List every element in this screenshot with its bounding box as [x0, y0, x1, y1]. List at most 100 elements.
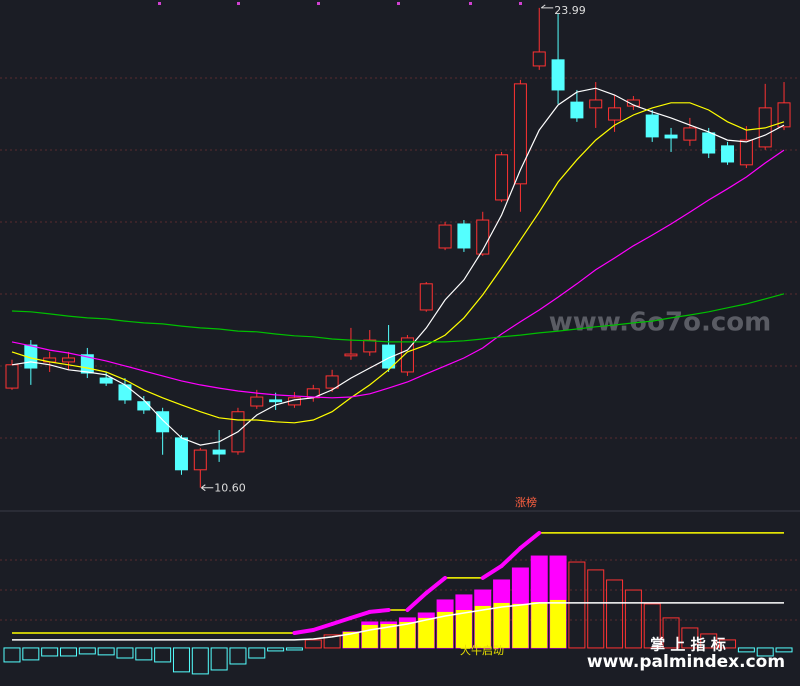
- indicator-bar: [41, 647, 59, 657]
- candle-body: [137, 401, 151, 411]
- indicator-bar: [568, 561, 586, 649]
- indicator-bar: [59, 647, 77, 657]
- candle-body: [570, 101, 584, 119]
- indicator-bar: [756, 647, 774, 657]
- candle-body: [495, 154, 509, 201]
- candle-body: [683, 127, 697, 141]
- indicator-bar: [135, 647, 153, 661]
- indicator-bar: [285, 647, 303, 651]
- indicator-title: 涨榜: [515, 495, 537, 509]
- indicator-inner-bar: [512, 603, 529, 648]
- arrow: [540, 4, 554, 9]
- candle-body: [400, 337, 414, 373]
- indicator-bar: [737, 647, 755, 653]
- indicator-bar: [154, 647, 172, 663]
- indicator-bar: [587, 569, 605, 649]
- indicator-rise: [424, 575, 448, 596]
- indicator-inner-bar: [455, 610, 472, 648]
- moving-average: [11, 293, 785, 343]
- indicator-bar: [3, 647, 21, 663]
- candle-body: [250, 396, 264, 407]
- indicator-inner-bar: [399, 621, 416, 648]
- candle-body: [739, 139, 753, 166]
- candle-body: [589, 99, 603, 109]
- grid: [0, 77, 800, 621]
- dots: [158, 2, 522, 5]
- candle-body: [118, 384, 132, 401]
- indicator-bar: [78, 647, 96, 655]
- candle-body: [382, 344, 396, 369]
- arrow: [201, 484, 214, 492]
- indicator-bar: [191, 647, 209, 675]
- indicator-rise: [367, 608, 391, 614]
- indicator-inner-bar: [342, 631, 359, 648]
- indicator-inner-bar: [418, 617, 435, 648]
- candle-body: [608, 107, 622, 121]
- indicator-bar: [116, 647, 134, 659]
- indicator-bar: [643, 603, 661, 649]
- candle-body: [363, 339, 377, 353]
- indicator-label: 大牛启动: [460, 643, 504, 657]
- indicator-rise: [518, 530, 542, 551]
- indicator-bar: [719, 639, 737, 649]
- candle-body: [5, 364, 19, 389]
- indicator-inner-bar: [531, 601, 548, 648]
- indicator-inner-bar: [380, 624, 397, 648]
- indicator-rise: [348, 609, 372, 620]
- indicator-bar: [248, 647, 266, 659]
- indicator-bar: [172, 647, 190, 673]
- indicator-line: [12, 602, 784, 641]
- candle-body: [344, 353, 358, 357]
- indicator-inner-bar: [474, 605, 491, 648]
- indicator-rise: [311, 622, 335, 632]
- indicator-bar: [22, 647, 40, 661]
- candle-body: [269, 399, 283, 403]
- indicator-rise: [480, 563, 504, 580]
- watermark: 掌 上 指 标: [650, 636, 726, 654]
- moving-average: [11, 87, 785, 446]
- candle-body: [419, 283, 433, 311]
- candle-body: [61, 357, 75, 363]
- indicator-rise: [292, 627, 316, 635]
- candle-body: [645, 114, 659, 138]
- indicator-line: [12, 532, 784, 634]
- candle-body: [513, 83, 527, 185]
- indicator-bar: [323, 634, 341, 649]
- candle-body: [721, 145, 735, 163]
- indicator-bar: [700, 633, 718, 649]
- indicator-bar: [662, 617, 680, 649]
- indicator-inner-bar: [550, 599, 567, 648]
- indicator-bar: [624, 589, 642, 649]
- watermark: www.6o7o.com: [549, 308, 771, 338]
- candle-body: [438, 224, 452, 249]
- indicator-rise: [330, 615, 353, 627]
- indicator-bar: [97, 647, 115, 656]
- indicator-bar: [681, 627, 699, 649]
- moving-average: [11, 102, 785, 424]
- indicator-bar: [606, 579, 624, 649]
- indicator-inner-bar: [493, 602, 510, 648]
- candle-body: [325, 375, 339, 389]
- watermark: www.palmindex.com: [587, 652, 785, 672]
- moving-average: [11, 149, 785, 399]
- indicator-bar: [229, 647, 247, 665]
- indicator-inner-bar: [437, 611, 454, 648]
- candle-body: [174, 437, 188, 471]
- indicator-rise: [405, 591, 429, 613]
- candle-body: [532, 51, 546, 67]
- candle-body: [777, 102, 791, 128]
- indicator-rise: [499, 546, 523, 568]
- candle-body: [664, 134, 678, 139]
- max-price-label: 23.99: [554, 4, 586, 17]
- candle-body: [626, 99, 640, 107]
- indicator-bar: [210, 647, 228, 671]
- candle-body: [99, 377, 113, 384]
- indicator-bar: [304, 639, 322, 649]
- candle-body: [457, 223, 471, 249]
- candle-body: [702, 132, 716, 154]
- min-price-label: 10.60: [214, 482, 246, 495]
- indicator-bar: [267, 647, 285, 652]
- indicator-bar: [775, 647, 793, 653]
